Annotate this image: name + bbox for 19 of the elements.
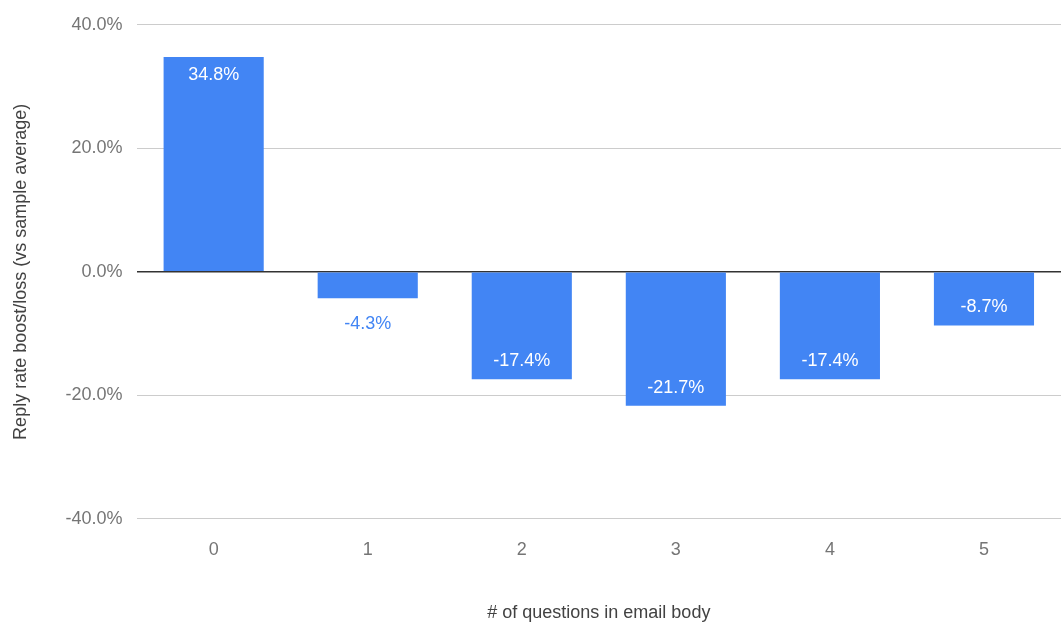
data-label: -8.7%	[960, 296, 1008, 317]
x-tick-label: 2	[516, 538, 527, 559]
y-tick-label: 0.0%	[81, 260, 123, 281]
x-tick-label: 5	[978, 538, 989, 559]
y-tick-label: 40.0%	[71, 13, 123, 34]
x-tick-label: 3	[670, 538, 681, 559]
y-tick-label: 20.0%	[71, 137, 123, 158]
data-label: -4.3%	[344, 313, 392, 334]
y-tick-label: -40.0%	[65, 507, 123, 528]
y-axis-title: Reply rate boost/loss (vs sample average)	[9, 103, 30, 440]
x-tick-label: 0	[208, 538, 219, 559]
data-label: -21.7%	[647, 376, 705, 397]
data-label: -17.4%	[801, 350, 859, 371]
data-label: -17.4%	[493, 350, 551, 371]
y-tick-label: -20.0%	[65, 384, 123, 405]
x-tick-label: 1	[362, 538, 373, 559]
data-label: 34.8%	[188, 63, 240, 84]
x-tick-label: 4	[824, 538, 835, 559]
x-axis-title: # of questions in email body	[487, 602, 711, 623]
